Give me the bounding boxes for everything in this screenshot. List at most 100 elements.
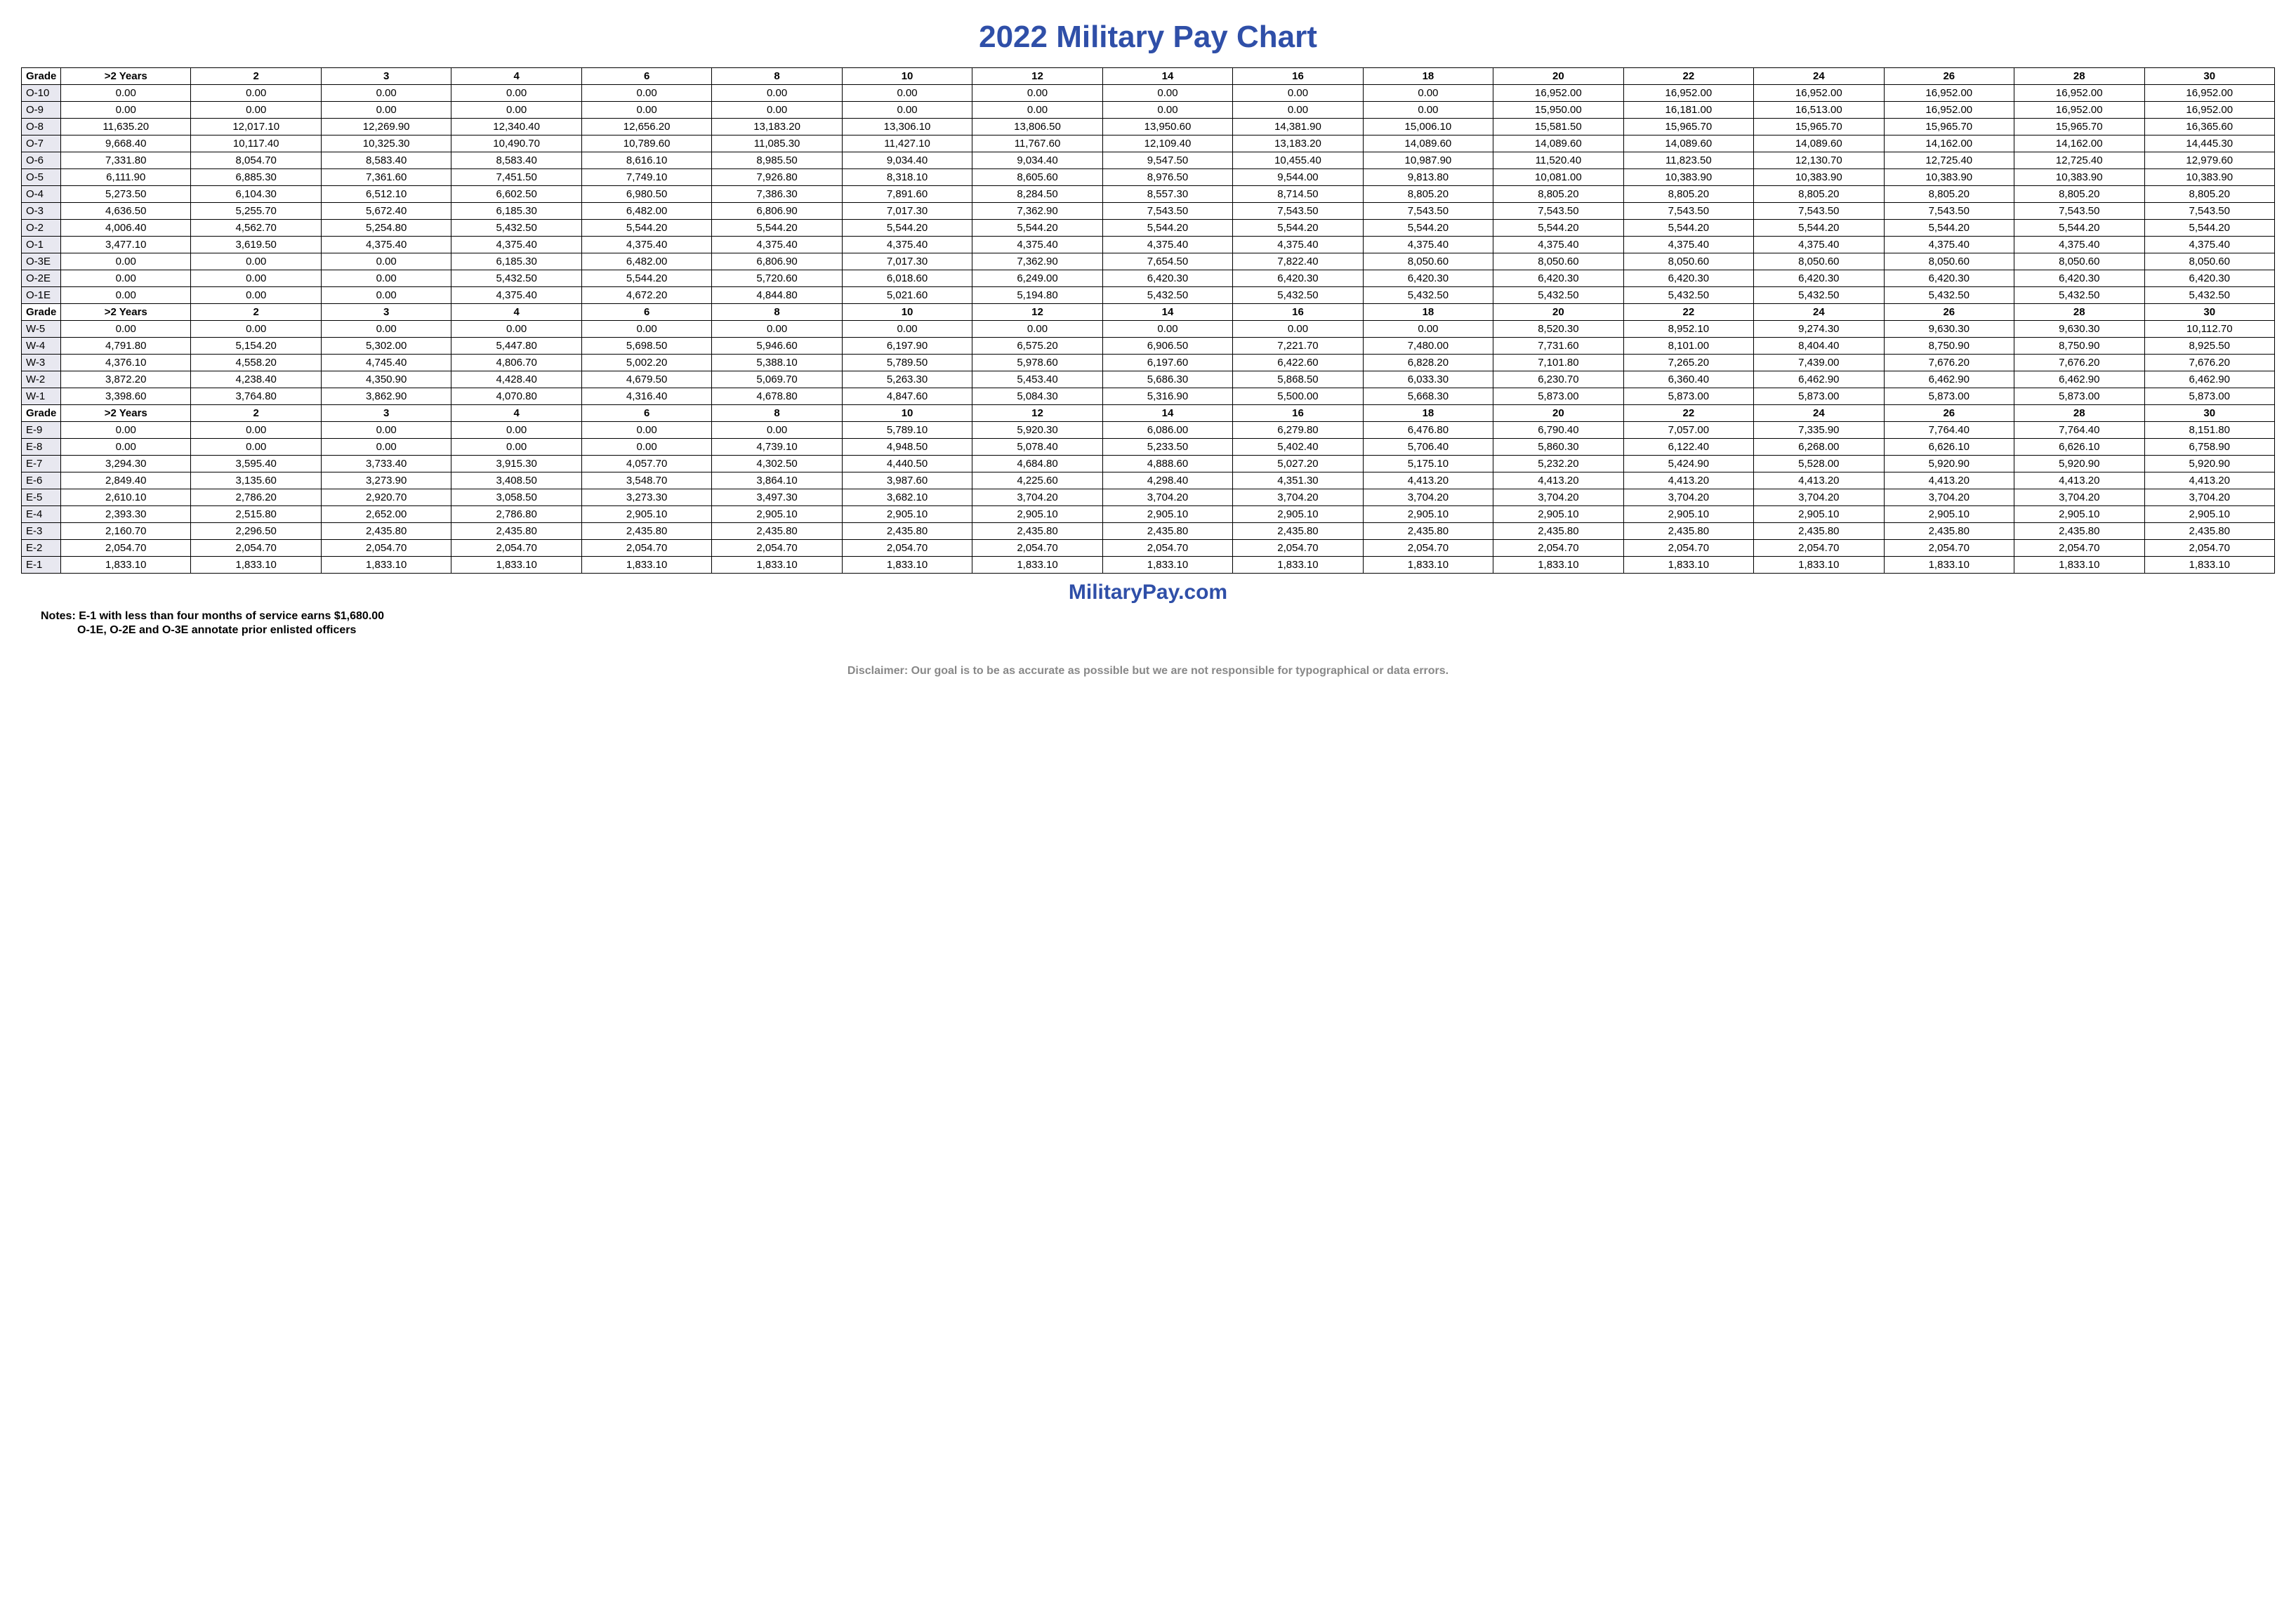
pay-cell: 5,720.60 [712, 270, 842, 287]
pay-cell: 4,413.20 [1884, 472, 2014, 489]
pay-cell: 6,420.30 [1233, 270, 1363, 287]
pay-cell: 12,725.40 [2014, 152, 2144, 169]
pay-cell: 5,544.20 [972, 220, 1102, 237]
pay-cell: 0.00 [451, 102, 581, 119]
pay-cell: 0.00 [712, 85, 842, 102]
pay-cell: 2,054.70 [1233, 540, 1363, 557]
pay-cell: 4,375.40 [1493, 237, 1623, 253]
column-header: 28 [2014, 405, 2144, 422]
pay-cell: 5,873.00 [1623, 388, 1753, 405]
pay-cell: 12,340.40 [451, 119, 581, 135]
pay-cell: 7,764.40 [1884, 422, 2014, 439]
pay-cell: 2,054.70 [1623, 540, 1753, 557]
pay-cell: 7,543.50 [1363, 203, 1493, 220]
pay-cell: 3,987.60 [842, 472, 972, 489]
pay-cell: 12,656.20 [581, 119, 711, 135]
pay-cell: 4,739.10 [712, 439, 842, 456]
pay-cell: 4,948.50 [842, 439, 972, 456]
pay-cell: 0.00 [61, 253, 191, 270]
pay-cell: 0.00 [61, 102, 191, 119]
pay-chart-table: Grade>2 Years234681012141618202224262830… [21, 67, 2275, 574]
pay-cell: 6,462.90 [2144, 371, 2275, 388]
pay-cell: 2,435.80 [1754, 523, 1884, 540]
column-header: 8 [712, 68, 842, 85]
pay-cell: 7,543.50 [2014, 203, 2144, 220]
table-row: O-100.000.000.000.000.000.000.000.000.00… [22, 85, 2275, 102]
pay-cell: 6,906.50 [1102, 338, 1232, 355]
column-header: 14 [1102, 405, 1232, 422]
pay-cell: 5,432.50 [1493, 287, 1623, 304]
pay-cell: 3,704.20 [1884, 489, 2014, 506]
pay-cell: 2,905.10 [1493, 506, 1623, 523]
pay-cell: 2,905.10 [1363, 506, 1493, 523]
pay-cell: 6,104.30 [191, 186, 321, 203]
pay-cell: 16,952.00 [1623, 85, 1753, 102]
pay-cell: 4,375.40 [1754, 237, 1884, 253]
pay-cell: 9,668.40 [61, 135, 191, 152]
pay-cell: 6,828.20 [1363, 355, 1493, 371]
table-row: O-67,331.808,054.708,583.408,583.408,616… [22, 152, 2275, 169]
pay-cell: 2,296.50 [191, 523, 321, 540]
pay-cell: 6,197.90 [842, 338, 972, 355]
pay-cell: 6,462.90 [2014, 371, 2144, 388]
grade-cell: O-5 [22, 169, 61, 186]
pay-cell: 2,652.00 [321, 506, 451, 523]
pay-cell: 7,265.20 [1623, 355, 1753, 371]
pay-cell: 8,805.20 [1623, 186, 1753, 203]
pay-cell: 1,833.10 [1363, 557, 1493, 574]
pay-cell: 13,183.20 [712, 119, 842, 135]
pay-cell: 6,268.00 [1754, 439, 1884, 456]
pay-cell: 8,805.20 [2144, 186, 2275, 203]
table-row: O-1E0.000.000.004,375.404,672.204,844.80… [22, 287, 2275, 304]
pay-cell: 3,764.80 [191, 388, 321, 405]
pay-cell: 10,789.60 [581, 135, 711, 152]
pay-cell: 0.00 [581, 439, 711, 456]
pay-cell: 2,905.10 [1623, 506, 1753, 523]
pay-cell: 5,432.50 [1102, 287, 1232, 304]
pay-cell: 2,435.80 [2144, 523, 2275, 540]
pay-cell: 4,375.40 [2014, 237, 2144, 253]
pay-cell: 3,497.30 [712, 489, 842, 506]
column-header: 26 [1884, 68, 2014, 85]
pay-cell: 5,084.30 [972, 388, 1102, 405]
pay-cell: 7,221.70 [1233, 338, 1363, 355]
table-row: E-22,054.702,054.702,054.702,054.702,054… [22, 540, 2275, 557]
pay-cell: 0.00 [191, 439, 321, 456]
pay-cell: 0.00 [321, 270, 451, 287]
pay-cell: 8,805.20 [1884, 186, 2014, 203]
pay-cell: 6,626.10 [2014, 439, 2144, 456]
pay-cell: 16,513.00 [1754, 102, 1884, 119]
pay-cell: 0.00 [581, 422, 711, 439]
table-row: O-24,006.404,562.705,254.805,432.505,544… [22, 220, 2275, 237]
pay-cell: 6,197.60 [1102, 355, 1232, 371]
column-header: 26 [1884, 405, 2014, 422]
pay-cell: 2,905.10 [581, 506, 711, 523]
column-header: 10 [842, 405, 972, 422]
pay-cell: 5,978.60 [972, 355, 1102, 371]
pay-cell: 9,034.40 [842, 152, 972, 169]
pay-cell: 0.00 [191, 253, 321, 270]
pay-cell: 5,432.50 [1363, 287, 1493, 304]
table-row: E-42,393.302,515.802,652.002,786.802,905… [22, 506, 2275, 523]
pay-cell: 4,745.40 [321, 355, 451, 371]
pay-cell: 5,447.80 [451, 338, 581, 355]
column-header: 2 [191, 68, 321, 85]
pay-cell: 8,616.10 [581, 152, 711, 169]
pay-cell: 14,381.90 [1233, 119, 1363, 135]
pay-cell: 7,362.90 [972, 253, 1102, 270]
column-header: 3 [321, 405, 451, 422]
pay-cell: 5,873.00 [1884, 388, 2014, 405]
pay-cell: 3,398.60 [61, 388, 191, 405]
grade-cell: E-9 [22, 422, 61, 439]
pay-cell: 0.00 [451, 321, 581, 338]
pay-cell: 7,362.90 [972, 203, 1102, 220]
pay-cell: 2,054.70 [972, 540, 1102, 557]
pay-cell: 0.00 [712, 102, 842, 119]
pay-cell: 6,482.00 [581, 253, 711, 270]
pay-cell: 2,054.70 [1884, 540, 2014, 557]
pay-cell: 2,905.10 [1233, 506, 1363, 523]
pay-cell: 5,544.20 [1102, 220, 1232, 237]
pay-cell: 12,017.10 [191, 119, 321, 135]
pay-cell: 6,462.90 [1884, 371, 2014, 388]
table-row: O-56,111.906,885.307,361.607,451.507,749… [22, 169, 2275, 186]
